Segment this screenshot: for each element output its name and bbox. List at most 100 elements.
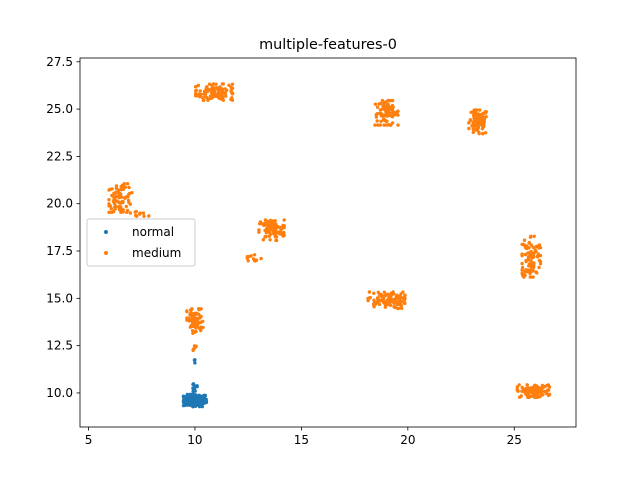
data-point-medium (482, 122, 486, 126)
data-point-medium (266, 220, 270, 225)
data-point-normal (191, 382, 196, 386)
data-point-medium (535, 254, 540, 259)
x-tick-label: 10 (187, 433, 202, 447)
data-point-medium (520, 242, 524, 247)
legend-label-normal: normal (132, 225, 174, 239)
data-point-medium (269, 225, 273, 229)
data-point-medium (114, 184, 119, 188)
legend-label-medium: medium (132, 246, 181, 260)
y-axis: 10.0 12.5 15.0 17.5 20.0 22.5 25.0 27.5 (46, 55, 80, 400)
data-point-medium (197, 92, 201, 96)
data-point-medium (223, 87, 227, 91)
data-point-medium (531, 275, 535, 279)
data-point-medium (529, 234, 533, 238)
data-point-medium (201, 98, 206, 102)
data-point-medium (483, 131, 488, 135)
data-point-medium (402, 298, 406, 302)
data-point-medium (478, 108, 482, 112)
legend: normal medium (86, 218, 196, 267)
data-point-medium (252, 258, 257, 263)
data-point-medium (534, 393, 539, 397)
data-point-medium (469, 110, 473, 115)
data-point-medium (527, 246, 531, 250)
data-point-medium (263, 228, 267, 233)
data-point-medium (263, 218, 268, 222)
data-point-medium (538, 260, 543, 264)
data-point-medium (207, 82, 212, 86)
data-point-medium (201, 319, 205, 324)
data-point-medium (403, 294, 407, 298)
data-point-medium (134, 209, 138, 214)
y-tick-label: 10.0 (46, 386, 73, 400)
data-point-medium (193, 312, 198, 316)
data-point-medium (123, 196, 127, 200)
data-point-medium (274, 229, 278, 234)
data-point-medium (107, 202, 111, 206)
data-point-medium (186, 316, 191, 320)
data-point-medium (189, 308, 193, 313)
data-point-medium (203, 94, 207, 99)
y-tick-label: 12.5 (46, 339, 73, 353)
x-tick-label: 5 (85, 433, 93, 447)
data-point-medium (403, 301, 407, 305)
data-point-medium (282, 218, 286, 222)
data-point-medium (194, 92, 198, 96)
data-point-medium (230, 86, 234, 90)
data-point-medium (221, 95, 225, 100)
data-point-medium (199, 328, 203, 333)
x-tick-label: 20 (400, 433, 415, 447)
data-point-medium (198, 89, 202, 93)
data-point-medium (525, 383, 529, 387)
data-point-medium (222, 91, 226, 95)
data-point-normal (192, 386, 197, 390)
data-point-medium (468, 118, 473, 122)
data-point-medium (229, 97, 233, 102)
data-point-medium (119, 195, 124, 199)
data-point-medium (197, 308, 201, 312)
data-point-medium (257, 230, 261, 234)
data-point-medium (382, 290, 387, 294)
points-layer (107, 82, 552, 409)
data-point-medium (373, 123, 377, 127)
data-point-medium (373, 102, 378, 106)
data-point-medium (114, 204, 118, 209)
data-point-medium (282, 233, 286, 238)
data-point-medium (529, 249, 533, 254)
data-point-medium (529, 255, 533, 259)
data-point-medium (110, 193, 114, 198)
data-point-medium (224, 94, 228, 98)
data-point-medium (533, 383, 538, 388)
data-point-medium (524, 268, 528, 272)
data-point-normal (204, 399, 209, 403)
data-point-medium (125, 208, 130, 213)
data-point-medium (481, 115, 485, 120)
data-point-medium (529, 259, 533, 263)
series-normal (181, 358, 209, 409)
data-point-medium (281, 223, 285, 228)
data-point-medium (141, 211, 146, 215)
data-point-medium (379, 111, 383, 116)
data-point-medium (532, 234, 536, 238)
data-point-medium (367, 290, 372, 294)
data-point-medium (227, 83, 231, 88)
data-point-medium (191, 348, 195, 353)
data-point-medium (481, 132, 485, 136)
y-tick-label: 25.0 (46, 102, 73, 116)
data-point-medium (396, 123, 400, 127)
data-point-medium (193, 330, 197, 334)
data-point-medium (547, 388, 551, 392)
data-point-medium (118, 204, 122, 209)
data-point-medium (529, 386, 533, 390)
data-point-medium (111, 199, 116, 204)
data-point-medium (213, 86, 217, 90)
data-point-medium (147, 214, 151, 218)
data-point-medium (380, 98, 385, 103)
data-point-medium (372, 300, 377, 305)
data-point-medium (379, 119, 383, 124)
data-point-medium (528, 275, 532, 279)
data-point-medium (128, 211, 133, 215)
data-point-medium (378, 123, 383, 127)
data-point-medium (216, 92, 221, 96)
data-point-medium (392, 292, 396, 296)
